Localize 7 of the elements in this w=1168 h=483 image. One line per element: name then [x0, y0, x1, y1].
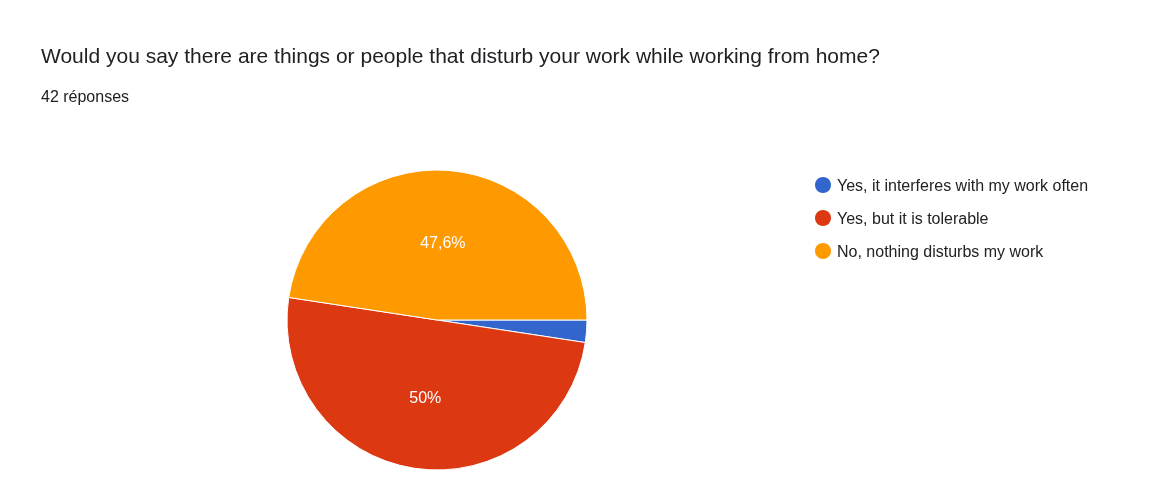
data-label: 47,6% [420, 233, 466, 251]
data-label: 50% [409, 388, 442, 406]
legend-label: No, nothing disturbs my work [837, 242, 1045, 260]
text: 42 réponses [41, 87, 130, 105]
legend-label: Yes, but it is tolerable [837, 209, 989, 227]
legend-label: Yes, it interferes with my work often [837, 176, 1089, 194]
chart-title: Would you say there are things or people that disturb your work while working from home? [41, 44, 880, 67]
